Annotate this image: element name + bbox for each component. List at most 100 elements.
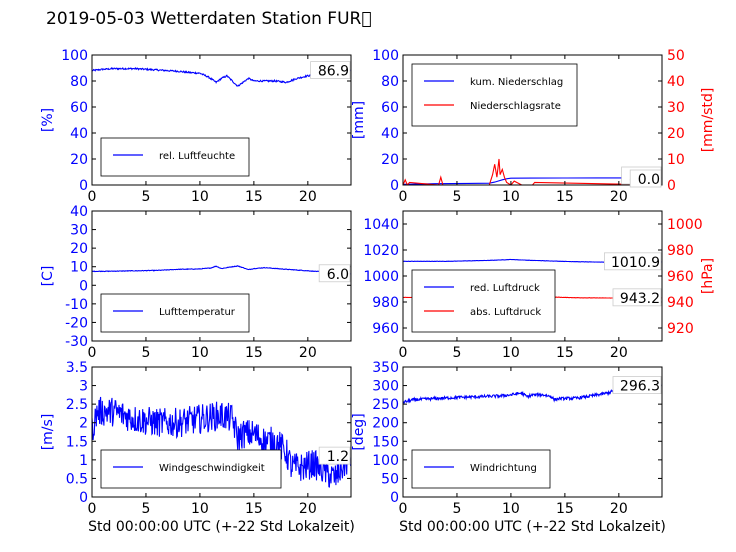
y-tick-label: 1 [79, 453, 88, 469]
y-axis-label: [mm] [351, 101, 367, 139]
x-tick-label: 5 [141, 501, 150, 517]
x-tick-label: 0 [88, 189, 97, 205]
legend: Windrichtung [411, 449, 551, 489]
x-tick-label: 15 [556, 189, 574, 205]
panel-humidity: 0 5 10 15 20 0 20 40 60 80 100 [%] 86.9 rel. Luftfeuc… [40, 48, 352, 205]
y-tick-label: 100 [372, 48, 399, 64]
y-tick-label: 60 [381, 100, 399, 116]
last-value-label: 86.9 [318, 64, 349, 80]
y2-tick-label: 50 [667, 48, 685, 64]
x-tick-label: 20 [299, 501, 317, 517]
y-axis-label: [m/s] [40, 414, 56, 451]
legend-box [100, 137, 250, 177]
x-tick-label: 15 [245, 189, 263, 205]
plot-frame [402, 366, 663, 498]
x-tick-label: 10 [502, 345, 520, 361]
series-line-precipitation-0 [403, 177, 662, 185]
panel-precipitation: 0 5 10 15 20 0 20 40 60 80 100 0 10 20 30 40 50 [mm] [mm/s… [351, 48, 716, 205]
panel-pressure: 0 5 10 15 20 960 980 1000 1020 1040 920 940 960 980 10… [363, 210, 716, 361]
y2-tick-label: 30 [667, 100, 685, 116]
x-tick-label: 5 [141, 345, 150, 361]
x-tick-label: 5 [452, 501, 461, 517]
legend-label: abs. Luftdruck [470, 307, 541, 318]
last-value-box [604, 252, 662, 271]
y-tick-label: 250 [372, 397, 399, 413]
x-axis-label: Std 00:00:00 UTC (+-22 Std Lokalzeit) [88, 519, 355, 535]
y2-tick-label: 20 [667, 126, 685, 142]
series-line-precipitation-1 [403, 158, 662, 185]
last-value-box-2 [629, 169, 662, 188]
y-tick-label: 100 [372, 453, 399, 469]
panel-temperature: 0 5 10 15 20 -30 -20 -10 0 10 20 30 40 [C] 6.0 Lufttemp… [40, 204, 352, 361]
last-value-box-2 [612, 288, 662, 307]
y2-tick-label: 0 [667, 178, 676, 194]
legend-box [411, 449, 551, 489]
y-tick-label: 0.5 [66, 471, 88, 487]
y-tick-label: 20 [381, 152, 399, 168]
x-tick-label: 20 [299, 345, 317, 361]
plot-frame [91, 54, 352, 186]
y-tick-label: 60 [70, 100, 88, 116]
last-value-box [612, 376, 662, 394]
legend-label: Niederschlagsrate [470, 101, 561, 112]
y-tick-label: -10 [65, 297, 88, 313]
x-tick-label: 0 [399, 501, 408, 517]
x-tick-label: 5 [141, 189, 150, 205]
y-tick-label: -20 [65, 315, 88, 331]
last-value-label: 6.0 [327, 267, 349, 283]
y-tick-label: -30 [65, 334, 88, 350]
y-tick-label: 10 [70, 260, 88, 276]
series-line-wind-speed-0 [92, 396, 351, 488]
y-tick-label: 0 [390, 178, 399, 194]
y-tick-label: 0 [79, 490, 88, 506]
x-tick-label: 20 [299, 189, 317, 205]
x-tick-label: 15 [245, 345, 263, 361]
x-tick-label: 0 [399, 345, 408, 361]
y-tick-label: 50 [381, 471, 399, 487]
y-tick-label: 40 [70, 126, 88, 142]
y-tick-label: 2.5 [66, 397, 88, 413]
legend-box [411, 63, 578, 127]
y-axis-label: [C] [40, 266, 56, 287]
y-tick-label: 0 [390, 490, 399, 506]
plot-frame [402, 54, 663, 186]
last-value-box [310, 61, 351, 79]
legend-box [100, 293, 250, 333]
last-value-box [318, 446, 351, 465]
x-tick-label: 0 [399, 189, 408, 205]
y-tick-label: 40 [70, 204, 88, 220]
x-tick-label: 20 [610, 345, 628, 361]
x-axis-label: Std 00:00:00 UTC (+-22 Std Lokalzeit) [399, 519, 666, 535]
y-tick-label: 3 [79, 379, 88, 395]
y-tick-label: 80 [381, 74, 399, 90]
legend: kum. Niederschlag Niederschlagsrate [411, 63, 578, 127]
y2-tick-label: 1000 [667, 217, 703, 233]
y-tick-label: 2 [79, 416, 88, 432]
x-tick-label: 10 [502, 189, 520, 205]
legend-label: rel. Luftfeuchte [159, 151, 235, 162]
last-value-box [318, 264, 351, 283]
plot-frame [91, 366, 352, 498]
legend: Windgeschwindigkeit [100, 449, 282, 489]
x-tick-label: 10 [502, 501, 520, 517]
x-tick-label: 15 [556, 501, 574, 517]
y-tick-label: 1000 [363, 269, 399, 285]
y-tick-label: 3.5 [66, 360, 88, 376]
y-tick-label: 0 [79, 178, 88, 194]
y-tick-label: 0 [79, 278, 88, 294]
y-tick-label: 980 [372, 295, 399, 311]
y-tick-label: 1020 [363, 243, 399, 259]
y-tick-label: 350 [372, 360, 399, 376]
y-tick-label: 20 [70, 241, 88, 257]
y-tick-label: 150 [372, 434, 399, 450]
plot-frame [91, 210, 352, 342]
legend-label: Windgeschwindigkeit [159, 463, 265, 474]
x-tick-label: 20 [610, 189, 628, 205]
x-tick-label: 10 [191, 345, 209, 361]
last-value-label-2: 0.0 [638, 172, 660, 188]
y-tick-label: 100 [61, 48, 88, 64]
x-tick-label: 0 [88, 501, 97, 517]
y2-tick-label: 10 [667, 152, 685, 168]
